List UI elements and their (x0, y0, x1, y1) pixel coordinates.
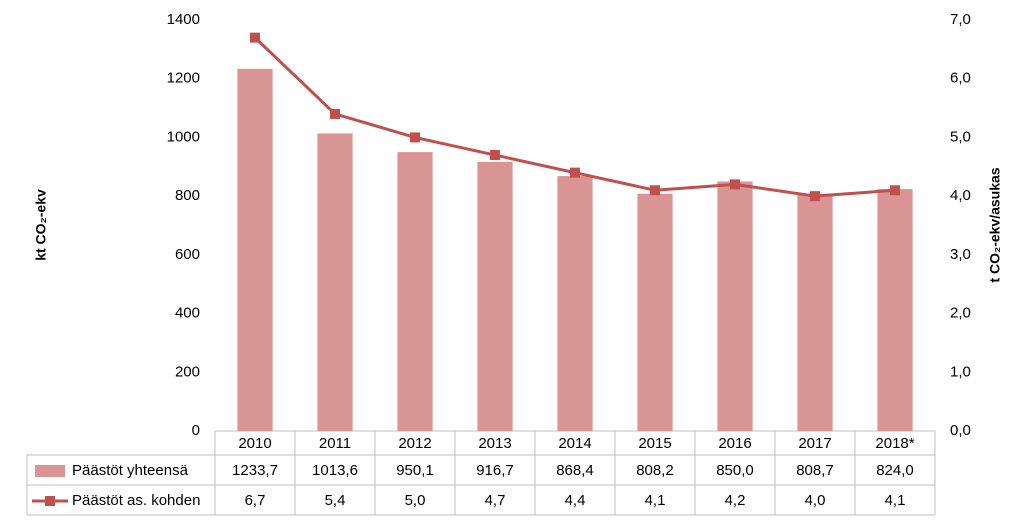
line-marker (890, 185, 900, 196)
bar (477, 161, 513, 432)
table-value: 868,4 (556, 462, 594, 479)
y-tick-label: 600 (175, 246, 200, 263)
y2-tick-label: 5,0 (950, 128, 971, 145)
y-tick-label: 400 (175, 305, 200, 322)
x-tick-label: 2010 (238, 435, 271, 452)
table-value: 4,2 (725, 492, 746, 509)
table-value: 4,1 (885, 492, 906, 509)
x-tick-label: 2013 (478, 435, 511, 452)
line-marker (410, 132, 420, 143)
x-tick-label: 2018* (875, 435, 914, 452)
y2-tick-label: 2,0 (950, 305, 971, 322)
x-tick-label: 2017 (798, 435, 831, 452)
x-tick-label: 2014 (558, 435, 591, 452)
x-tick-label: 2011 (319, 435, 351, 452)
table-value: 4,4 (565, 492, 586, 509)
table-value: 4,0 (805, 492, 826, 509)
table-value: 1013,6 (312, 462, 358, 479)
line-marker (650, 185, 660, 196)
table-value: 824,0 (876, 462, 914, 479)
bar (717, 181, 753, 431)
table-value: 4,1 (645, 492, 666, 509)
bar (637, 193, 673, 431)
table-value: 850,0 (716, 462, 754, 479)
table-value: 950,1 (396, 462, 434, 479)
y2-tick-label: 0,0 (950, 422, 971, 439)
y2-tick-label: 4,0 (950, 187, 971, 204)
y2-tick-label: 3,0 (950, 246, 971, 263)
line-marker (810, 191, 820, 202)
bar (557, 176, 593, 431)
table-value: 1233,7 (232, 462, 278, 479)
line-marker (330, 108, 340, 119)
table-value: 808,2 (636, 462, 674, 479)
y-tick-label: 0 (192, 422, 200, 439)
y-tick-label: 1400 (167, 11, 200, 28)
table-value: 5,0 (405, 492, 426, 509)
y2-axis-title: t CO₂-ekv/asukas (987, 167, 1003, 282)
y-tick-label: 1200 (167, 70, 200, 87)
y2-tick-label: 1,0 (950, 363, 971, 380)
table-value: 916,7 (476, 462, 514, 479)
legend-label: Päästöt yhteensä (72, 462, 189, 479)
line-marker (490, 150, 500, 161)
y-tick-label: 1000 (167, 128, 200, 145)
legend-marker (45, 496, 55, 506)
table-value: 808,7 (796, 462, 834, 479)
y2-tick-label: 7,0 (950, 11, 971, 28)
x-tick-label: 2015 (638, 435, 671, 452)
x-tick-label: 2012 (398, 435, 431, 452)
y-tick-label: 200 (175, 363, 200, 380)
table-value: 4,7 (485, 492, 506, 509)
y-tick-label: 800 (175, 187, 200, 204)
bar (397, 152, 433, 431)
table-value: 6,7 (245, 492, 266, 509)
bar (317, 133, 353, 431)
line-marker (570, 167, 580, 178)
table-value: 5,4 (325, 492, 346, 509)
line-marker (730, 179, 740, 190)
legend-label: Päästöt as. kohden (72, 492, 200, 509)
y-axis-title: kt CO₂-ekv (33, 189, 49, 261)
y2-tick-label: 6,0 (950, 70, 971, 87)
x-tick-label: 2016 (718, 435, 751, 452)
line-marker (250, 32, 260, 43)
legend-swatch (35, 465, 65, 477)
bar (877, 189, 913, 431)
bar (237, 68, 273, 432)
bar (797, 193, 833, 431)
